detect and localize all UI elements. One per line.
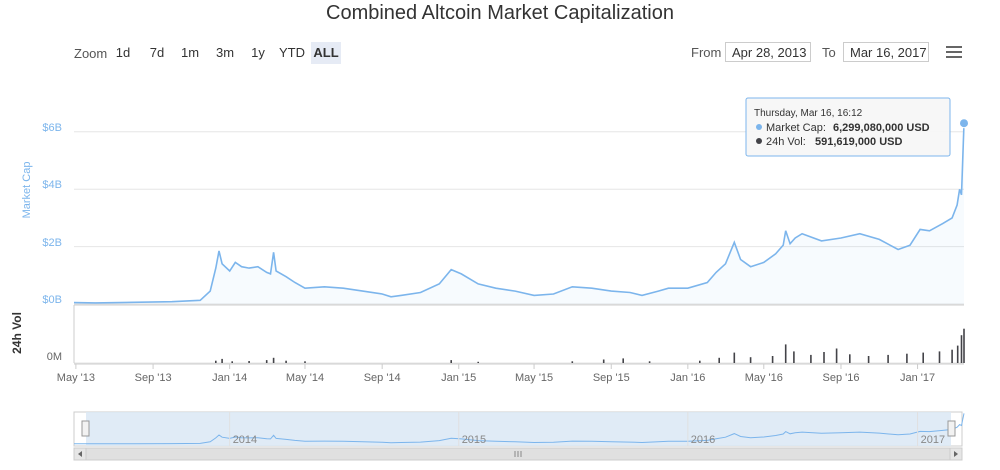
x-tick-label-7: Sep '15 — [593, 372, 630, 384]
context-menu-icon[interactable] — [946, 46, 962, 60]
volume-bar-22 — [823, 352, 825, 363]
volume-bar-9 — [477, 361, 479, 363]
tooltip-volume-label: 24h Vol: — [766, 136, 806, 148]
tooltip-market-cap-dot — [756, 124, 762, 130]
volume-bar-29 — [938, 351, 941, 363]
volume-axis-title: 24h Vol — [10, 312, 24, 354]
navigator-label-0: 2014 — [233, 434, 257, 446]
navigator-label-3: 2017 — [921, 434, 945, 446]
range-to-input[interactable]: Mar 16, 2017 — [843, 42, 929, 62]
y-axis-labels: $6B $4B $2B $0B 0M — [42, 122, 62, 363]
volume-bar-19 — [784, 344, 787, 363]
volume-bar-6 — [285, 360, 287, 363]
volume-bar-17 — [749, 357, 752, 363]
volume-bar-31 — [956, 345, 959, 363]
zoom-all-button[interactable]: ALL — [311, 42, 341, 64]
x-tick-label-11: Jan '17 — [900, 372, 935, 384]
volume-bar-20 — [793, 351, 795, 363]
navigator-series-line — [74, 413, 965, 445]
y-tick-label-0b: $0B — [42, 294, 62, 306]
range-to-label: To — [822, 45, 836, 60]
volume-bar-11 — [602, 359, 605, 363]
volume-bar-1 — [221, 358, 223, 363]
x-tick-label-8: Jan '16 — [670, 372, 705, 384]
volume-bar-30 — [951, 349, 953, 363]
volume-bar-23 — [835, 348, 838, 363]
x-tick-label-5: Jan '15 — [441, 372, 476, 384]
zoom-7d-button[interactable]: 7d — [149, 45, 165, 60]
tooltip-market-cap-label: Market Cap: — [766, 122, 826, 134]
volume-bar-5 — [272, 357, 275, 363]
tooltip-volume-dot — [756, 138, 762, 144]
volume-bar-28 — [922, 352, 924, 363]
volume-bar-12 — [622, 358, 624, 363]
scrollbar-grip-icon — [514, 451, 522, 457]
zoom-ytd-button[interactable]: YTD — [279, 45, 305, 60]
range-from-input[interactable]: Apr 28, 2013 — [725, 42, 811, 62]
volume-bar-27 — [906, 353, 908, 363]
x-tick-label-3: May '14 — [286, 372, 324, 384]
volume-bar-21 — [810, 354, 812, 363]
zoom-1m-button[interactable]: 1m — [180, 45, 200, 60]
x-axis: May '13 Sep '13 Jan '14 May '14 Sep '14 Jan '… — [57, 363, 964, 384]
volume-bar-7 — [304, 361, 306, 363]
tooltip-market-cap-value: 6,299,080,000 USD — [833, 122, 930, 134]
x-tick-label-1: Sep '13 — [135, 372, 172, 384]
zoom-1y-button[interactable]: 1y — [251, 45, 265, 60]
volume-bar-3 — [248, 361, 250, 363]
zoom-3m-button[interactable]: 3m — [215, 45, 235, 60]
x-tick-label-0: May '13 — [57, 372, 95, 384]
navigator-labels: 2014 2015 2016 2017 — [229, 412, 945, 446]
volume-bars — [215, 328, 965, 363]
navigator-right-handle — [947, 420, 956, 437]
range-from-label: From — [691, 45, 722, 60]
zoom-label: Zoom — [74, 46, 108, 61]
volume-bar-8 — [450, 360, 452, 363]
y-axis-title: Market Cap — [21, 162, 33, 219]
x-tick-label-4: Sep '14 — [364, 372, 401, 384]
volume-tick-label: 0M — [47, 351, 62, 363]
navigator-label-2: 2016 — [691, 434, 715, 446]
x-tick-label-6: May '15 — [515, 372, 553, 384]
y-tick-label-6b: $6B — [42, 122, 62, 134]
volume-bar-2 — [231, 361, 233, 363]
scroll-left-arrow-icon — [78, 451, 82, 457]
volume-bar-0 — [215, 360, 217, 363]
volume-bar-15 — [718, 357, 720, 363]
volume-bar-26 — [887, 354, 889, 363]
x-tick-label-2: Jan '14 — [212, 372, 247, 384]
x-tick-label-9: May '16 — [745, 372, 783, 384]
market-cap-line — [73, 123, 965, 304]
chart-title: Combined Altcoin Market Capitalization — [326, 2, 674, 24]
volume-bar-16 — [733, 352, 736, 363]
tooltip-box — [745, 97, 951, 157]
market-cap-area — [74, 123, 964, 304]
volume-bar-14 — [699, 360, 701, 363]
volume-bar-10 — [571, 361, 574, 363]
hover-point-marker — [959, 118, 969, 129]
navigator-label-1: 2015 — [462, 434, 486, 446]
zoom-1d-button[interactable]: 1d — [115, 45, 131, 60]
volume-bar-4 — [265, 360, 268, 363]
y-tick-label-4b: $4B — [42, 179, 62, 191]
volume-bar-33 — [963, 328, 965, 363]
x-tick-label-10: Sep '16 — [823, 372, 860, 384]
navigator: 2014 2015 2016 2017 — [73, 411, 965, 461]
navigator-left-handle — [81, 420, 90, 437]
volume-bar-32 — [960, 335, 963, 363]
volume-bar-18 — [771, 356, 774, 363]
navigator-selection — [86, 412, 951, 446]
volume-bar-24 — [849, 354, 851, 363]
gridlines — [73, 131, 964, 364]
tooltip-volume-value: 591,619,000 USD — [815, 136, 903, 148]
volume-bar-13 — [648, 361, 651, 363]
volume-bar-25 — [867, 356, 870, 363]
y-tick-label-2b: $2B — [42, 237, 62, 249]
scroll-right-arrow-icon — [954, 451, 958, 457]
tooltip-header: Thursday, Mar 16, 16:12 — [754, 108, 863, 119]
tooltip: Thursday, Mar 16, 16:12 Market Cap: 6,29… — [745, 97, 951, 157]
